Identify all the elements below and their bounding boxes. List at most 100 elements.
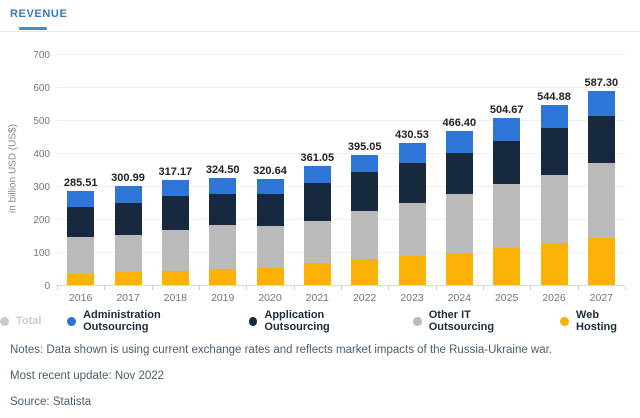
x-tick-label: 2022 — [352, 292, 377, 304]
bar-segment-administration-outsourcing[interactable] — [303, 165, 331, 184]
bar-value-label: 504.67 — [489, 104, 524, 117]
bar-segment-web-hosting[interactable] — [398, 255, 426, 285]
bar-2020[interactable] — [256, 179, 284, 285]
bar-segment-web-hosting[interactable] — [209, 269, 237, 285]
y-tick-label: 100 — [33, 248, 50, 259]
bar-2022[interactable] — [351, 154, 379, 285]
bar-segment-application-outsourcing[interactable] — [540, 128, 568, 176]
bar-segment-other-it-outsourcing[interactable] — [303, 221, 331, 264]
bar-segment-administration-outsourcing[interactable] — [445, 131, 473, 153]
bar-value-label: 395.05 — [347, 140, 382, 153]
bar-value-label: 544.88 — [537, 91, 571, 104]
bar-segment-web-hosting[interactable] — [493, 247, 521, 285]
bar-segment-other-it-outsourcing[interactable] — [351, 211, 379, 260]
bar-segment-administration-outsourcing[interactable] — [493, 118, 521, 142]
legend-label: Web Hosting — [576, 309, 617, 333]
bar-segment-other-it-outsourcing[interactable] — [161, 230, 189, 271]
tab-bar: REVENUE — [0, 0, 640, 32]
bar-segment-administration-outsourcing[interactable] — [209, 177, 237, 195]
bar-segment-web-hosting[interactable] — [114, 272, 142, 285]
legend-label: Administration Outsourcing — [83, 309, 161, 333]
bar-segment-application-outsourcing[interactable] — [303, 183, 331, 221]
bar-segment-administration-outsourcing[interactable] — [161, 180, 189, 197]
legend-label: Application Outsourcing — [264, 309, 330, 333]
bar-segment-application-outsourcing[interactable] — [256, 193, 284, 226]
legend-dot-icon — [248, 316, 258, 326]
bar-segment-application-outsourcing[interactable] — [398, 162, 426, 203]
legend-label: Total — [16, 315, 42, 327]
bar-segment-application-outsourcing[interactable] — [445, 152, 473, 195]
tab-revenue[interactable]: REVENUE — [10, 8, 68, 20]
bar-2018[interactable] — [161, 180, 189, 285]
bar-segment-other-it-outsourcing[interactable] — [114, 234, 142, 273]
bar-segment-other-it-outsourcing[interactable] — [445, 194, 473, 253]
bar-2026[interactable] — [540, 105, 568, 285]
bar-segment-web-hosting[interactable] — [540, 242, 568, 285]
bar-segment-application-outsourcing[interactable] — [209, 194, 237, 226]
bar-segment-web-hosting[interactable] — [587, 238, 615, 285]
bar-segment-application-outsourcing[interactable] — [161, 196, 189, 231]
tab-bar-divider — [0, 31, 640, 32]
bar-segment-administration-outsourcing[interactable] — [256, 179, 284, 194]
legend-item-application-outsourcing[interactable]: Application Outsourcing — [248, 309, 387, 333]
x-tick-mark — [388, 286, 390, 290]
bar-segment-application-outsourcing[interactable] — [493, 141, 521, 185]
x-tick-label: 2024 — [447, 292, 471, 304]
bar-segment-web-hosting[interactable] — [303, 263, 331, 285]
y-tick-label: 700 — [33, 50, 50, 61]
legend-item-web-hosting[interactable]: Web Hosting — [560, 309, 640, 333]
bar-segment-other-it-outsourcing[interactable] — [256, 225, 284, 268]
chart-plot-area — [57, 54, 625, 286]
bar-segment-other-it-outsourcing[interactable] — [493, 184, 521, 248]
bar-segment-administration-outsourcing[interactable] — [540, 105, 568, 129]
bar-value-label: 317.17 — [158, 166, 193, 179]
bar-segment-other-it-outsourcing[interactable] — [209, 225, 237, 270]
x-tick-mark — [530, 286, 532, 290]
bar-2025[interactable] — [493, 118, 521, 285]
bar-2023[interactable] — [398, 142, 426, 285]
bar-segment-web-hosting[interactable] — [67, 274, 95, 285]
bar-2021[interactable] — [303, 165, 331, 285]
x-tick-label: 2021 — [305, 292, 329, 304]
bar-2024[interactable] — [445, 131, 473, 285]
x-tick-label: 2020 — [258, 292, 282, 304]
bar-2019[interactable] — [209, 177, 237, 285]
source-text: Source: Statista — [10, 396, 92, 408]
gridline-y-400 — [57, 153, 625, 154]
bar-segment-application-outsourcing[interactable] — [351, 172, 379, 212]
x-tick-mark — [57, 286, 58, 290]
bar-segment-other-it-outsourcing[interactable] — [540, 175, 568, 243]
bar-value-label: 430.53 — [395, 128, 429, 141]
bar-value-label: 587.30 — [584, 77, 619, 90]
chart-legend: Total Administration Outsourcing Applicati… — [0, 309, 640, 333]
bar-segment-application-outsourcing[interactable] — [114, 202, 142, 235]
bar-segment-web-hosting[interactable] — [256, 267, 284, 285]
bar-segment-administration-outsourcing[interactable] — [398, 142, 426, 163]
gridline-y-500 — [57, 120, 625, 121]
bar-value-label: 324.50 — [205, 163, 240, 176]
bar-segment-web-hosting[interactable] — [445, 252, 473, 285]
bar-segment-administration-outsourcing[interactable] — [67, 190, 95, 207]
bar-segment-web-hosting[interactable] — [161, 270, 189, 285]
bar-segment-other-it-outsourcing[interactable] — [398, 202, 426, 256]
gridline-y-200 — [57, 219, 625, 220]
bar-2017[interactable] — [114, 185, 142, 285]
bar-segment-administration-outsourcing[interactable] — [351, 154, 379, 173]
bar-value-label: 300.99 — [111, 171, 145, 184]
bar-segment-other-it-outsourcing[interactable] — [587, 163, 615, 239]
legend-item-administration-outsourcing[interactable]: Administration Outsourcing — [67, 309, 222, 333]
bar-segment-administration-outsourcing[interactable] — [114, 185, 142, 203]
chart-footnotes: Notes: Data shown is using current excha… — [10, 344, 630, 418]
bar-segment-application-outsourcing[interactable] — [587, 116, 615, 164]
x-tick-mark — [577, 286, 579, 290]
bar-segment-administration-outsourcing[interactable] — [587, 91, 615, 117]
legend-item-total[interactable]: Total — [0, 315, 41, 327]
x-tick-mark — [625, 286, 626, 290]
bar-segment-web-hosting[interactable] — [351, 259, 379, 285]
bar-segment-other-it-outsourcing[interactable] — [67, 237, 95, 275]
bar-segment-application-outsourcing[interactable] — [67, 206, 95, 238]
bar-2016[interactable] — [67, 190, 95, 285]
legend-item-other-it-outsourcing[interactable]: Other IT Outsourcing — [413, 309, 534, 333]
bar-2027[interactable] — [587, 91, 615, 285]
